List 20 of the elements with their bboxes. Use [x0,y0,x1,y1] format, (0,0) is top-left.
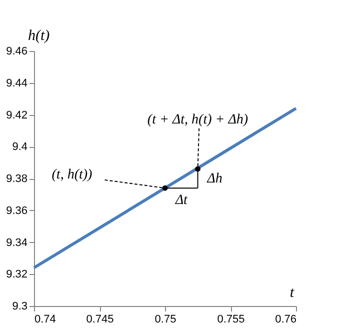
x-tick-label: 0.75 [154,314,176,326]
x-tick-label: 0.76 [275,314,296,326]
annotation: (t, h(t)) [52,167,93,182]
y-tick-label: 9.32 [6,268,28,281]
y-tick-label: 9.44 [6,77,28,90]
annotation: Δt [174,193,189,208]
x-axis-title: t [290,285,295,301]
y-tick-label: 9.38 [6,173,28,185]
x-tick-label: 0.745 [86,314,114,326]
y-tick-label: 9.3 [12,300,28,312]
annotation: Δh [206,172,222,186]
y-axis-title: h(t) [28,28,50,44]
y-tick-label: 9.46 [6,46,28,58]
annotation: (t + Δt, h(t) + Δh) [147,112,248,128]
y-tick-label: 9.36 [6,204,28,217]
y-tick-label: 9.4 [12,141,28,154]
y-tick-label: 9.42 [6,109,28,122]
y-tick-label: 9.34 [6,236,28,249]
x-tick-label: 0.74 [34,314,56,326]
x-tick-label: 0.755 [217,314,245,326]
